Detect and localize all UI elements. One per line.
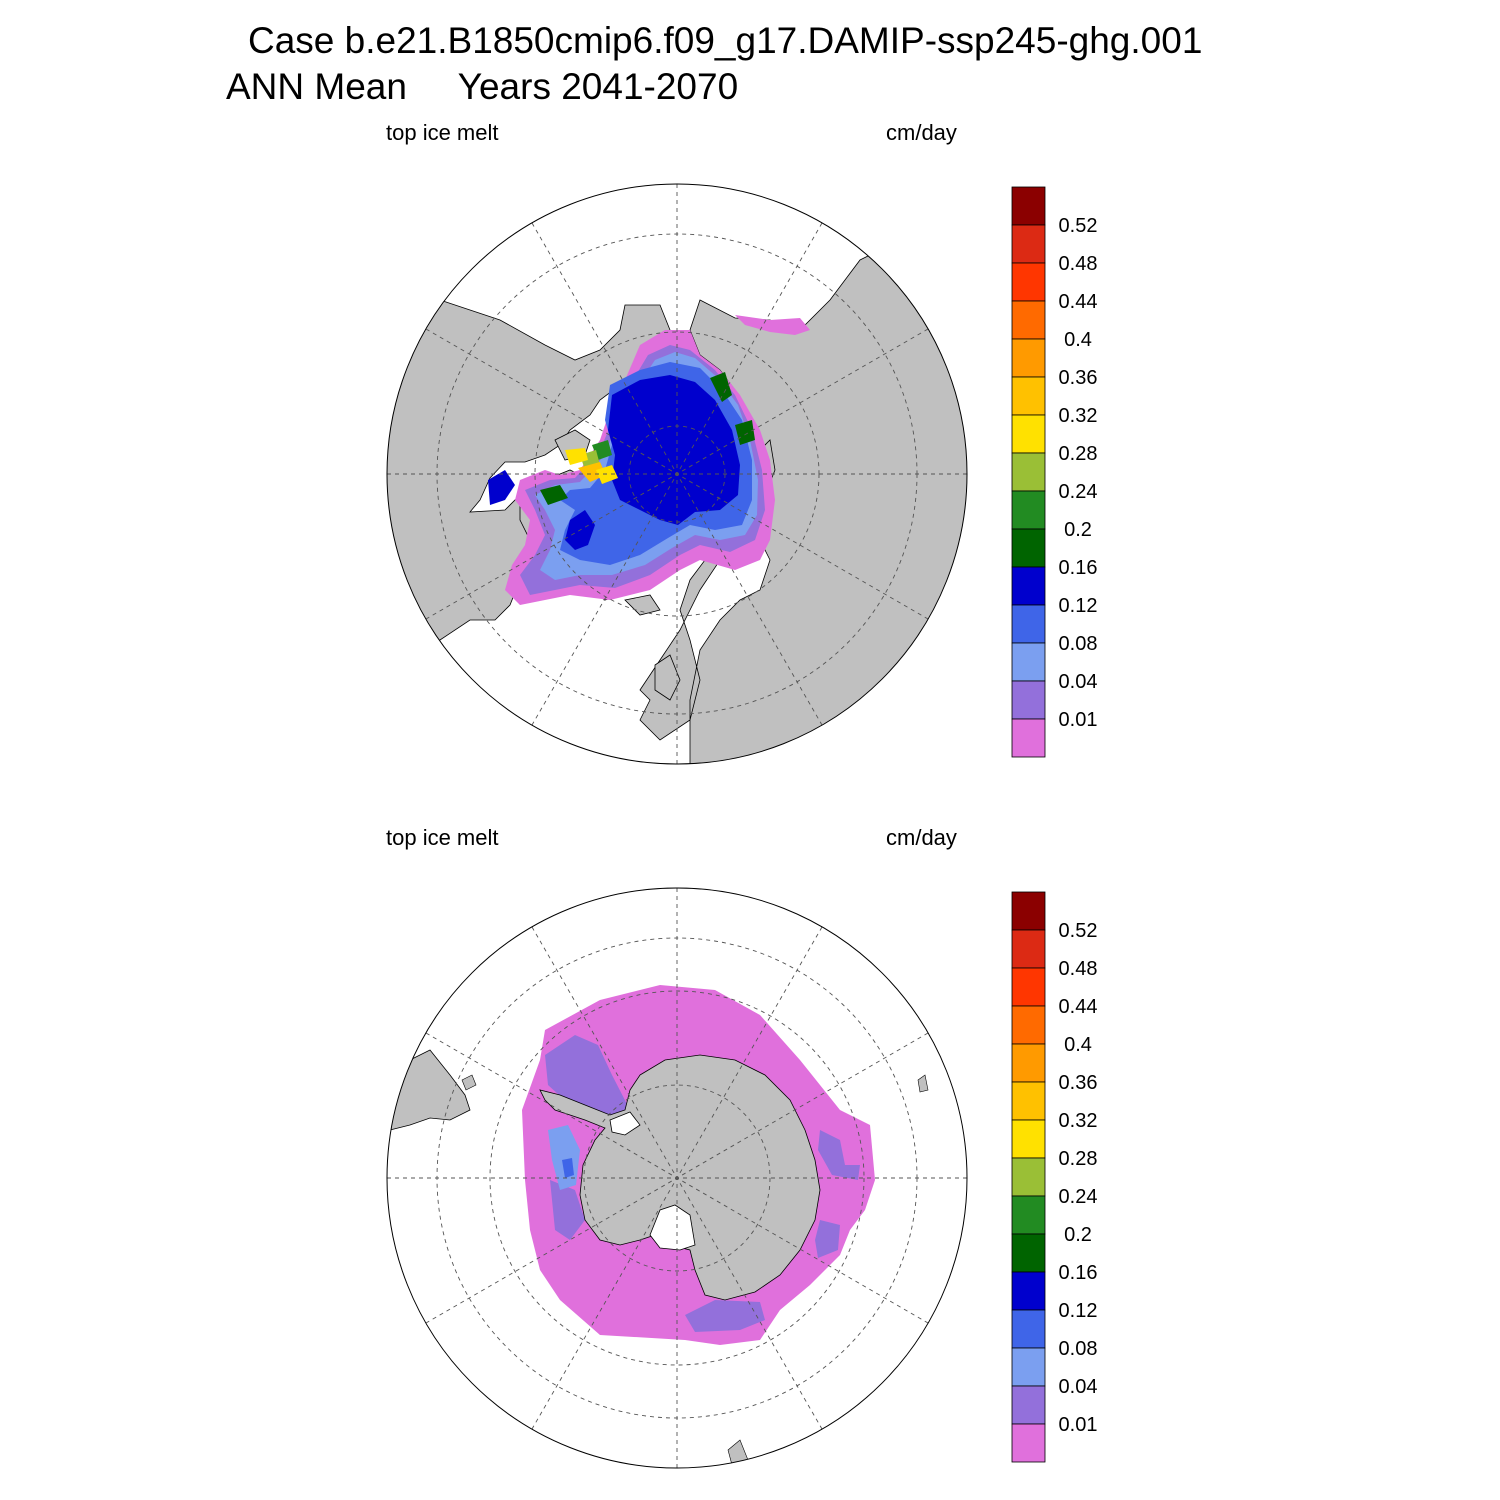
south-colorbar-tick-label: 0.24 [1059,1186,1098,1208]
south-colorbar-tick-label: 0.28 [1059,1148,1098,1170]
south-panel-variable-label: top ice melt [386,825,499,850]
north-colorbar-tick-label: 0.12 [1059,595,1098,617]
north-colorbar-tick-label: 0.52 [1059,215,1098,237]
south-colorbar-swatch [1011,1309,1046,1349]
north-colorbar-tick-label: 0.2 [1064,519,1092,541]
antarctic-latitude-circle-middle [489,990,865,1366]
south-america-tip [387,1049,471,1131]
north-colorbar-swatch [1011,262,1046,302]
north-colorbar-tick-label: 0.24 [1059,481,1098,503]
north-colorbar-tick-label: 0.36 [1059,367,1098,389]
south-colorbar-swatch [1011,1195,1046,1235]
south-colorbar-swatch [1011,1081,1046,1121]
falkland-islands [461,1074,477,1091]
south-colorbar-tick-label: 0.12 [1059,1300,1098,1322]
figure-title-line-2: ANN Mean Years 2041-2070 [226,66,739,107]
arctic-melt-hudson-core [488,470,515,505]
south-colorbar-swatch [1011,1271,1046,1311]
south-colorbar-swatch [1011,1005,1046,1045]
south-panel-units-label: cm/day [886,825,957,850]
antarctic-melt-west [550,1180,585,1240]
south-colorbar-tick-label: 0.32 [1059,1110,1098,1132]
antarctic-melt-weddell [545,1035,630,1125]
north-colorbar-swatch [1011,224,1046,264]
north-colorbar-swatch [1011,186,1046,226]
north-colorbar-swatch [1011,414,1046,454]
north-colorbar-tick-label: 0.01 [1059,709,1098,731]
antarctic-graticule [387,888,967,1468]
antarctic-map-border [386,887,968,1469]
antarctic-melt-peninsula-core [562,1158,574,1178]
south-colorbar-swatch [1011,967,1046,1007]
south-colorbar-tick-label: 0.01 [1059,1414,1098,1436]
south-colorbar-swatch [1011,1233,1046,1273]
north-colorbar: 0.52 0.48 0.44 0.4 0.36 0.32 0.28 0.24 0.2 0.16 0.… [1011,186,1098,758]
north-colorbar-swatch [1011,376,1046,416]
north-panel-variable-label: top ice melt [386,120,499,145]
antarctic-latitude-circle-inner [583,1084,771,1272]
north-colorbar-swatch [1011,300,1046,340]
figure-title-line-1: Case b.e21.B1850cmip6.f09_g17.DAMIP-ssp2… [248,20,1203,61]
north-colorbar-swatch [1011,452,1046,492]
north-colorbar-swatch [1011,566,1046,606]
antarctic-melt-ross [685,1300,765,1332]
arctic-melt-band-0.2-east [710,372,732,402]
ross-ice-shelf [649,1204,696,1251]
south-colorbar-tick-label: 0.4 [1064,1034,1092,1056]
south-colorbar-tick-label: 0.2 [1064,1224,1092,1246]
north-colorbar-swatch [1011,338,1046,378]
arctic-map-border [386,183,968,765]
south-colorbar-tick-label: 0.36 [1059,1072,1098,1094]
arctic-ice-melt-field [488,315,810,605]
antarctic-meridian-120 [425,1032,929,1324]
arctic-meridian-120 [425,328,929,620]
south-colorbar-tick-label: 0.16 [1059,1262,1098,1284]
north-colorbar-tick-label: 0.28 [1059,443,1098,465]
north-colorbar-swatch [1011,642,1046,682]
small-island-ne [917,1074,929,1093]
north-colorbar-tick-label: 0.32 [1059,405,1098,427]
south-colorbar-tick-label: 0.52 [1059,920,1098,942]
british-isles [654,654,681,701]
north-colorbar-tick-label: 0.04 [1059,671,1098,693]
south-colorbar-swatch [1011,1043,1046,1083]
north-colorbar-swatch [1011,528,1046,568]
antarctica-landmass [539,1054,821,1301]
north-colorbar-swatch [1011,680,1046,720]
south-colorbar-tick-label: 0.04 [1059,1376,1098,1398]
ronne-ice-shelf [609,1111,641,1136]
south-colorbar-swatch [1011,891,1046,931]
north-colorbar-tick-label: 0.16 [1059,557,1098,579]
north-colorbar-tick-label: 0.48 [1059,253,1098,275]
south-colorbar: 0.52 0.48 0.44 0.4 0.36 0.32 0.28 0.24 0.2 0.16 0.… [1011,891,1098,1463]
south-colorbar-tick-label: 0.08 [1059,1338,1098,1360]
arctic-melt-okhotsk [735,315,810,335]
south-colorbar-swatch [1011,1157,1046,1197]
arctic-graticule [387,184,967,764]
south-colorbar-tick-label: 0.48 [1059,958,1098,980]
south-colorbar-swatch [1011,1385,1046,1425]
south-colorbar-tick-label: 0.44 [1059,996,1098,1018]
north-colorbar-swatch [1011,718,1046,758]
antarctic-melt-east-b [815,1220,840,1258]
arctic-melt-band-0.32-b [596,465,618,484]
north-colorbar-tick-label: 0.08 [1059,633,1098,655]
arctic-melt-band-0.2-archipelago [540,485,568,505]
south-colorbar-swatch [1011,1119,1046,1159]
north-colorbar-tick-label: 0.44 [1059,291,1098,313]
arctic-melt-band-0.32-a [565,448,588,465]
north-colorbar-swatch [1011,490,1046,530]
antarctic-map [386,887,968,1469]
south-colorbar-swatch [1011,1423,1046,1463]
south-colorbar-swatch [1011,1347,1046,1387]
antarctic-melt-east-a [818,1130,860,1180]
north-colorbar-swatch [1011,604,1046,644]
north-panel-units-label: cm/day [886,120,957,145]
arctic-map [386,183,968,765]
south-colorbar-swatch [1011,929,1046,969]
north-colorbar-tick-label: 0.4 [1064,329,1092,351]
arctic-melt-band-0.2-siberia [735,420,755,445]
